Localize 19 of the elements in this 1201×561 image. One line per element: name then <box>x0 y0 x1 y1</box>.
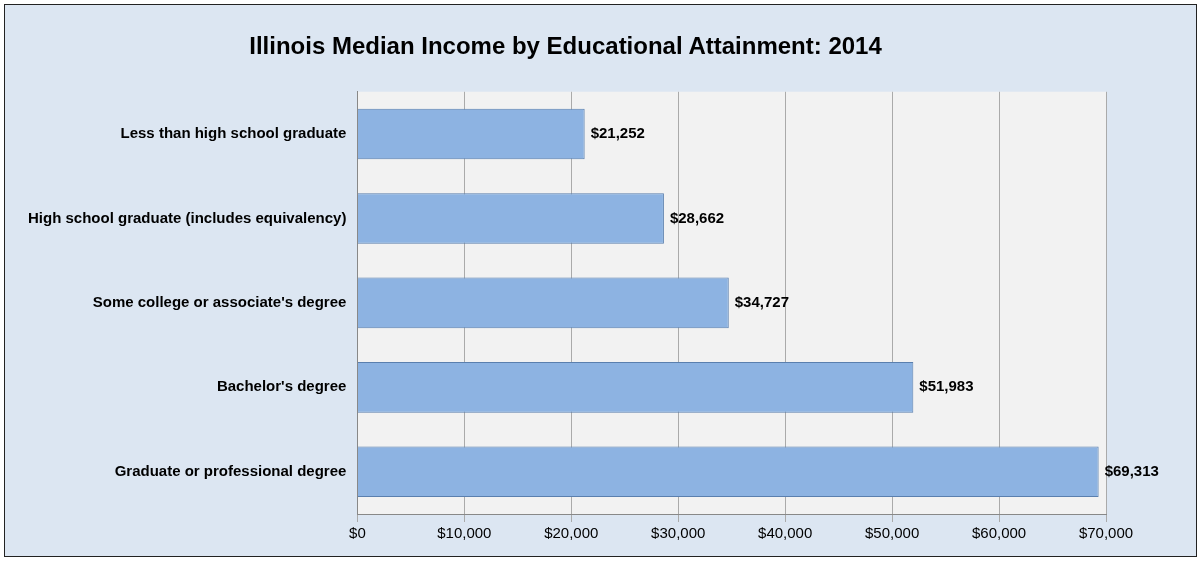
x-tick-label: $60,000 <box>971 524 1027 542</box>
y-tick-label: Graduate or professional degree <box>114 461 347 479</box>
x-tick-label: $40,000 <box>758 524 813 542</box>
y-tick-label: Bachelor's degree <box>216 377 347 395</box>
y-tick-label: Some college or associate's degree <box>92 293 347 311</box>
x-tick-label: $0 <box>349 524 366 542</box>
data-label: $34,727 <box>734 293 790 311</box>
x-tick-label: $50,000 <box>865 524 920 542</box>
data-label: $28,662 <box>669 208 725 226</box>
data-label: $69,313 <box>1104 461 1159 479</box>
chart-title: Illinois Median Income by Educational Attainment: 2014 <box>249 32 883 60</box>
x-tick-label: $10,000 <box>437 524 492 542</box>
y-tick-label: High school graduate (includes equivalency) <box>27 208 347 226</box>
data-label: $51,983 <box>919 377 974 395</box>
y-tick-label: Less than high school graduate <box>120 124 347 142</box>
data-label: $21,252 <box>590 124 645 142</box>
x-tick-label: $70,000 <box>1078 524 1134 542</box>
x-tick-label: $20,000 <box>544 524 599 542</box>
x-tick-label: $30,000 <box>651 524 706 542</box>
